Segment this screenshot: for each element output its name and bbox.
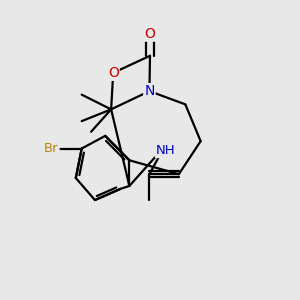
Text: O: O: [108, 66, 118, 80]
Text: Br: Br: [44, 142, 59, 155]
Text: O: O: [145, 27, 155, 41]
Text: N: N: [144, 84, 154, 98]
Text: NH: NH: [156, 144, 176, 157]
